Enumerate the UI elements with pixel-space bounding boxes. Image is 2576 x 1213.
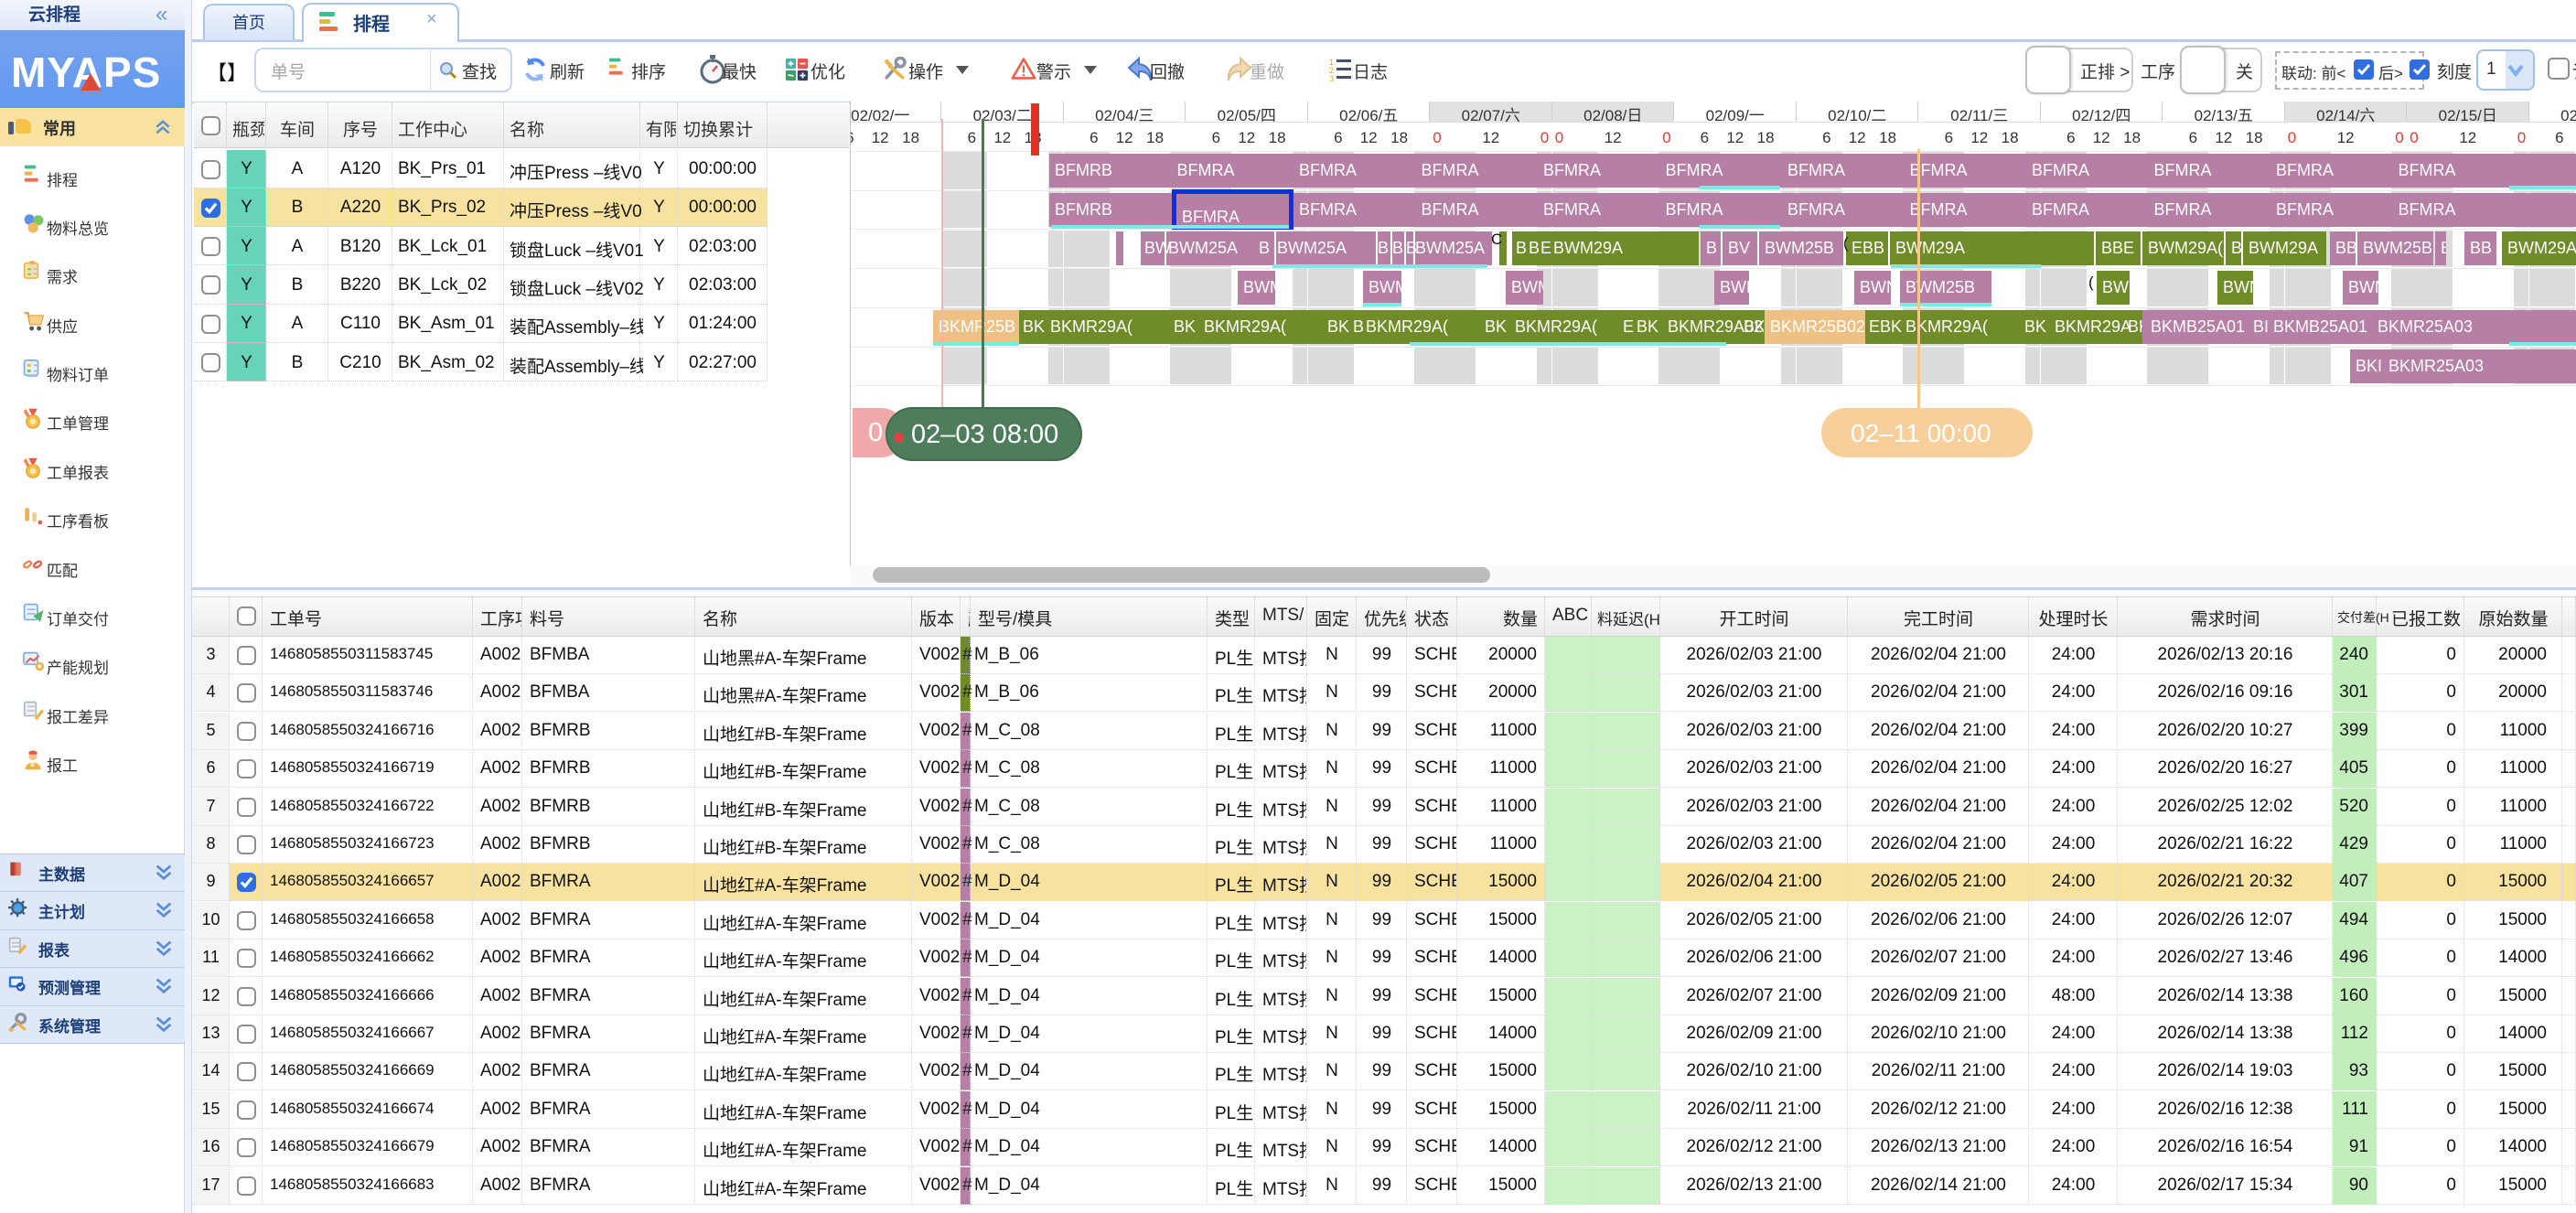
svg-text:3: 3: [1329, 74, 1334, 82]
svg-text:2: 2: [1329, 66, 1334, 75]
svg-text:1: 1: [1329, 58, 1334, 67]
